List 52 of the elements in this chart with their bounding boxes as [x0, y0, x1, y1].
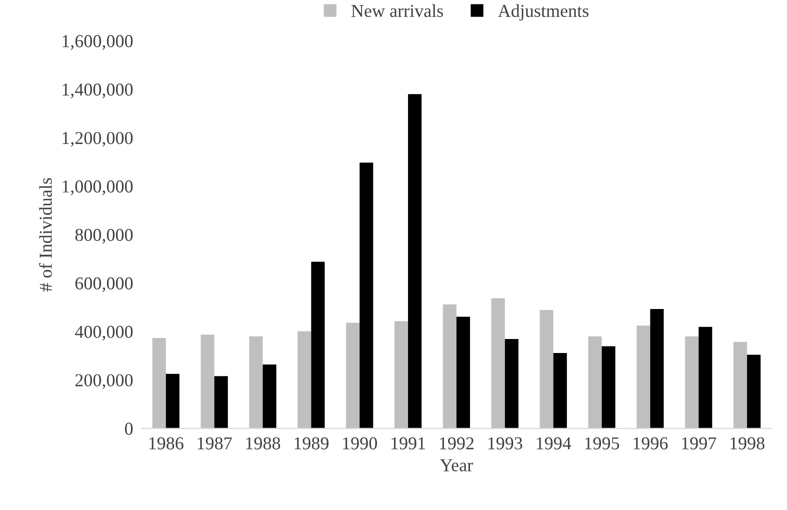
bar [540, 310, 554, 428]
y-tick-label: 1,600,000 [62, 35, 133, 50]
x-tick-label: 1989 [294, 437, 328, 450]
y-tick-label: 800,000 [75, 228, 133, 244]
y-tick-label: 1,000,000 [62, 180, 133, 196]
bar [685, 336, 699, 428]
x-tick-label: 1997 [682, 437, 716, 450]
y-tick-label: 200,000 [75, 374, 133, 389]
bar [311, 262, 325, 428]
bar [442, 304, 456, 428]
bar [588, 336, 602, 428]
bar [249, 336, 263, 428]
bar [200, 334, 214, 428]
bar [408, 94, 422, 428]
bar [346, 322, 360, 428]
bar [360, 162, 374, 428]
bar [650, 308, 664, 428]
x-tick-label: 1987 [198, 437, 232, 450]
y-axis-title: # of Individuals [38, 178, 52, 292]
x-tick-label: 1994 [536, 437, 572, 450]
x-axis-title: Year [440, 459, 473, 472]
y-tick-label: 400,000 [75, 326, 133, 341]
bar [214, 376, 228, 428]
bar [491, 298, 505, 428]
bar [733, 342, 748, 428]
x-tick-label: 1988 [246, 437, 280, 450]
x-tick-label: 1993 [488, 437, 522, 450]
x-tick-label: 1996 [634, 437, 668, 450]
bar [262, 364, 276, 428]
bar [166, 374, 180, 428]
bar [602, 346, 616, 428]
bar [698, 326, 712, 428]
bar [636, 326, 650, 428]
legend-label: Adjustments [498, 4, 588, 21]
bar [152, 338, 166, 428]
x-tick-label: 1998 [730, 437, 764, 450]
bar [456, 316, 470, 428]
bar [504, 339, 518, 428]
x-tick-label: 1992 [440, 437, 474, 450]
y-tick-label: 600,000 [75, 277, 133, 292]
bar [298, 331, 312, 428]
y-tick-label: 1,200,000 [62, 132, 133, 147]
legend-label: New arrivals [351, 4, 443, 18]
x-tick-label: 1986 [149, 437, 184, 450]
x-tick-label: 1991 [392, 437, 425, 450]
bar [394, 321, 408, 428]
x-tick-label: 1995 [585, 437, 620, 450]
x-tick-label: 1990 [343, 437, 377, 450]
y-tick-label: 0 [124, 422, 133, 435]
bar [553, 353, 567, 428]
y-tick-label: 1,400,000 [62, 84, 133, 98]
bar [747, 354, 761, 428]
